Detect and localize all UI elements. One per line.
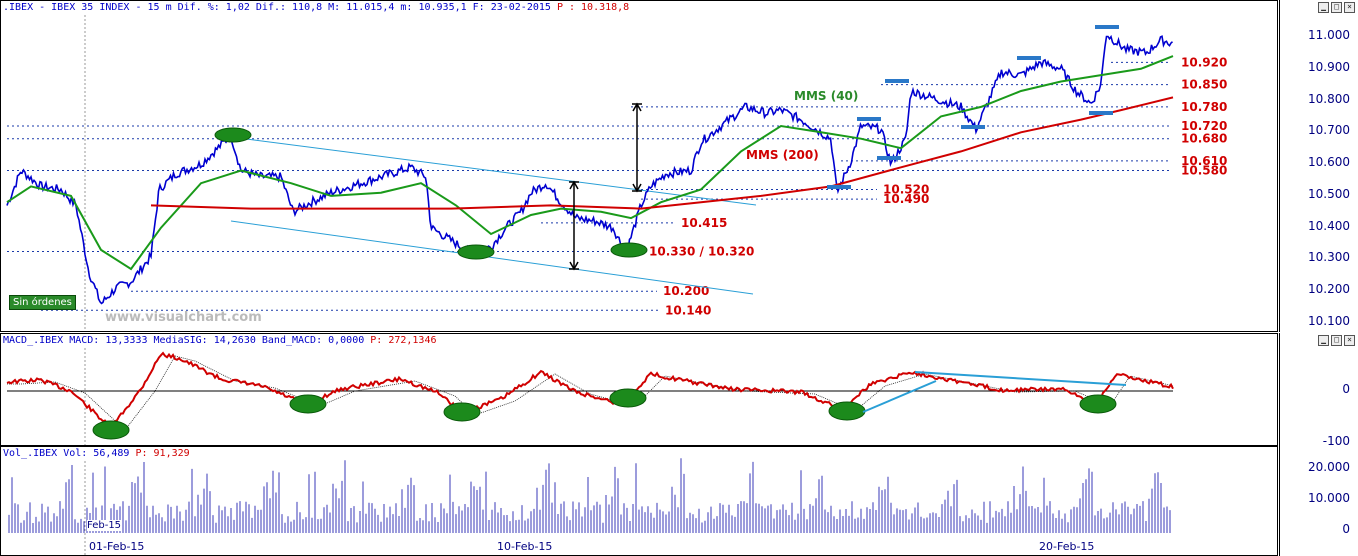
mms200-line	[150, 96, 1174, 210]
price-panel[interactable]: .IBEX - IBEX 35 INDEX - 15 m Dif. %: 1,0…	[0, 0, 1278, 332]
macd-signal-line	[7, 355, 1174, 431]
pivot-marker	[214, 127, 252, 143]
minimize-icon[interactable]: ▁	[1318, 2, 1329, 13]
macd-pivot-marker	[443, 402, 481, 422]
status-badge: Sin órdenes	[9, 295, 76, 310]
price-tick-label: 10.400	[1308, 218, 1350, 233]
close-icon[interactable]: ×	[1344, 335, 1355, 346]
date-label-1: 01-Feb-15	[89, 540, 145, 553]
channel-lower-line	[230, 220, 754, 295]
price-tick-label: 10.300	[1308, 250, 1350, 265]
pivot-marker	[610, 242, 648, 258]
macd-tick-neg100: -100	[1322, 434, 1350, 448]
volume-price: P: 91,329	[135, 448, 190, 459]
price-tick-label: 10.200	[1308, 282, 1350, 297]
volume-values: Vol_.IBEX Vol: 56,489	[3, 448, 130, 459]
mms200-label: MMS (200)	[746, 148, 819, 162]
price-tick-label: 10.500	[1308, 186, 1350, 201]
macd-window-buttons: ▁ □ ×	[1318, 335, 1355, 346]
level-label: 10.610	[1181, 154, 1227, 168]
measure-arrow-1-head	[569, 180, 579, 190]
macd-divergence-line	[862, 380, 937, 413]
level-label: 10.850	[1181, 78, 1227, 92]
volume-chart	[8, 458, 1171, 555]
price-tick-label: 10.800	[1308, 91, 1350, 106]
date-label-2: 10-Feb-15	[497, 540, 553, 553]
price-tick-label: 10.900	[1308, 59, 1350, 74]
macd-pivot-marker	[92, 420, 130, 440]
macd-values: MACD_.IBEX MACD: 13,3333 MediaSIG: 14,26…	[3, 335, 365, 346]
level-label: 10.330 / 10.320	[649, 245, 754, 259]
macd-pivot-marker	[828, 401, 866, 421]
volume-axis: 20.000 10.000 0	[1279, 446, 1358, 556]
vol-tick-10000: 10.000	[1308, 491, 1350, 505]
price-tick-label: 10.100	[1308, 314, 1350, 328]
macd-header: MACD_.IBEX MACD: 13,3333 MediaSIG: 14,26…	[3, 335, 437, 346]
macd-pivot-marker	[609, 388, 647, 408]
close-icon[interactable]: ×	[1344, 2, 1355, 13]
macd-pivot-marker	[1079, 394, 1117, 414]
watermark: www.visualchart.com	[105, 310, 262, 325]
header-stats: Dif. %: 1,02 Dif.: 110,8 M: 11.015,4 m: …	[177, 2, 551, 13]
level-label: 10.580	[1181, 163, 1227, 177]
level-label: 10.520	[883, 183, 929, 197]
level-label: 10.200	[663, 284, 709, 298]
mms40-label: MMS (40)	[794, 89, 858, 103]
measure-arrow-2-head	[632, 183, 642, 193]
mms40-line	[6, 55, 1174, 271]
macd-pivot-marker	[289, 394, 327, 414]
level-label: 10.140	[665, 303, 711, 317]
volume-corner-label: Feb-15	[87, 520, 122, 531]
vol-tick-20000: 20.000	[1308, 460, 1350, 474]
macd-price: P: 272,1346	[370, 335, 437, 346]
price-chart: 10.92010.85010.78010.72010.68010.61010.5…	[6, 15, 1227, 331]
price-line	[6, 34, 1173, 305]
chart-header: .IBEX - IBEX 35 INDEX - 15 m Dif. %: 1,0…	[3, 2, 629, 13]
channel-upper-line	[230, 136, 757, 206]
volume-header: Vol_.IBEX Vol: 56,489 P: 91,329	[3, 448, 190, 459]
header-price: P : 10.318,8	[556, 2, 630, 13]
level-label: 10.780	[1181, 100, 1227, 114]
vol-tick-0: 0	[1342, 522, 1350, 536]
level-label: 10.720	[1181, 119, 1227, 133]
date-label-3: 20-Feb-15	[1039, 540, 1095, 553]
macd-tick-0: 0	[1342, 382, 1350, 396]
level-label: 10.415	[681, 216, 727, 230]
macd-divergence-line	[914, 371, 1127, 386]
level-label: 10.490	[883, 192, 929, 206]
macd-axis: ▁ □ × 0 -100	[1279, 333, 1358, 448]
maximize-icon[interactable]: □	[1331, 2, 1342, 13]
window-buttons: ▁ □ ×	[1318, 2, 1355, 13]
price-tick-label: 10.700	[1308, 123, 1350, 138]
volume-panel[interactable]: Vol_.IBEX Vol: 56,489 P: 91,329 Feb-15 0…	[0, 446, 1278, 556]
price-axis: ▁ □ × 11.000 10.900 10.800 10.700 10.600 10.5…	[1279, 0, 1358, 332]
pivot-marker	[457, 244, 495, 260]
measure-arrow-2-head	[632, 102, 642, 112]
price-tick-label: 11.000	[1308, 28, 1350, 42]
level-label: 10.680	[1181, 132, 1227, 146]
maximize-icon[interactable]: □	[1331, 335, 1342, 346]
instrument-name: .IBEX - IBEX 35 INDEX -	[3, 2, 142, 13]
macd-panel[interactable]: MACD_.IBEX MACD: 13,3333 MediaSIG: 14,26…	[0, 333, 1278, 446]
macd-chart	[6, 348, 1174, 445]
minimize-icon[interactable]: ▁	[1318, 335, 1329, 346]
price-tick-label: 10.600	[1308, 155, 1350, 170]
measure-arrow-1-head	[569, 261, 579, 271]
level-label: 10.920	[1181, 55, 1227, 69]
macd-line	[6, 351, 1174, 432]
timeframe: 15 m	[147, 2, 172, 13]
